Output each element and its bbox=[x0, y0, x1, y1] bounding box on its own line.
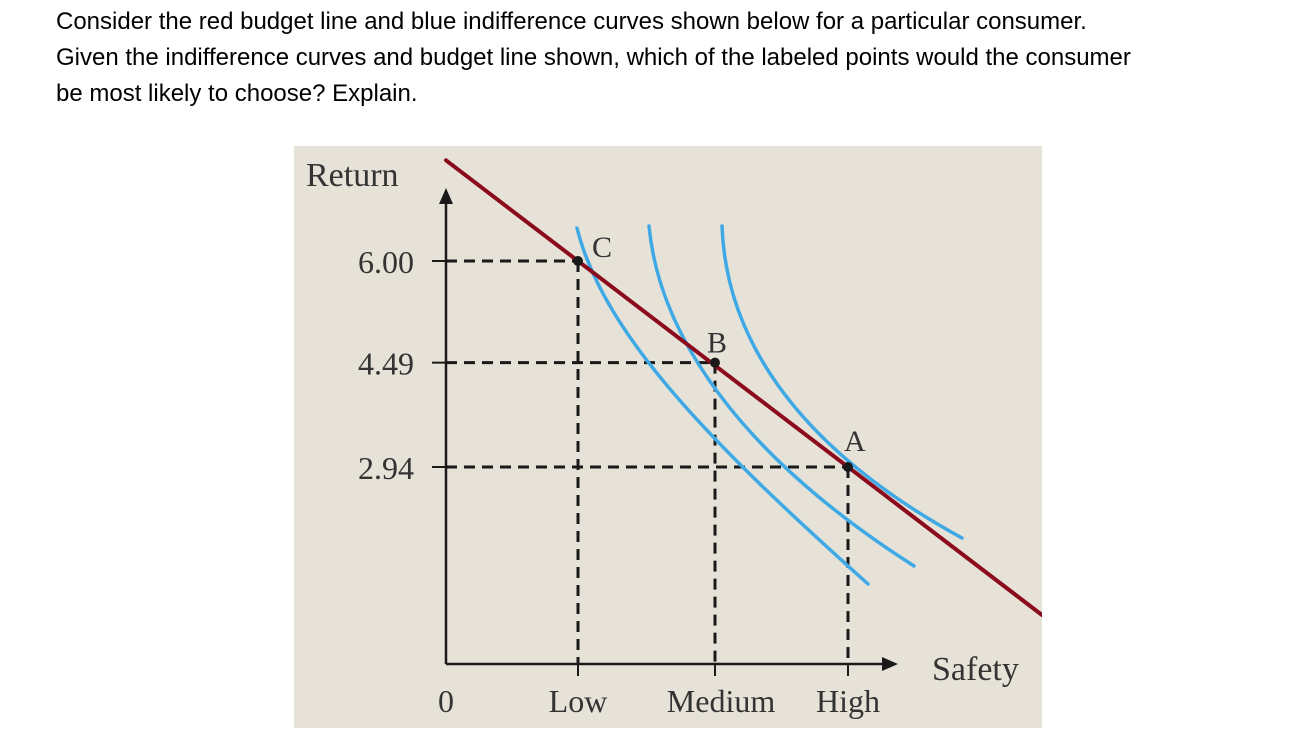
x-tick-label-0: 0 bbox=[438, 683, 454, 719]
y-tick-label-4-49: 4.49 bbox=[358, 346, 414, 382]
point-label-a: A bbox=[844, 425, 866, 458]
chart-svg: Return Safety 6.00 4.49 2.94 0 Low Mediu… bbox=[294, 146, 1042, 728]
point-c bbox=[573, 256, 583, 266]
question-line-1: Consider the red budget line and blue in… bbox=[56, 8, 1087, 35]
question-text: Consider the red budget line and blue in… bbox=[56, 4, 1271, 112]
y-axis-arrow bbox=[439, 188, 453, 204]
point-label-b: B bbox=[707, 327, 727, 360]
point-b bbox=[710, 357, 720, 368]
question-line-2: Given the indifference curves and budget… bbox=[56, 44, 1131, 71]
y-tick-label-6-00: 6.00 bbox=[358, 244, 414, 280]
tick-marks bbox=[432, 260, 849, 676]
x-tick-label-medium: Medium bbox=[667, 683, 776, 719]
point-a bbox=[843, 462, 853, 472]
x-tick-label-low: Low bbox=[549, 683, 608, 719]
point-label-c: C bbox=[592, 231, 612, 264]
chart-background bbox=[294, 146, 1042, 728]
indifference-curve-2 bbox=[647, 224, 916, 568]
budget-line bbox=[444, 158, 1042, 618]
chart-points bbox=[573, 256, 853, 472]
question-line-3: be most likely to choose? Explain. bbox=[56, 80, 418, 107]
chart-figure: Return Safety 6.00 4.49 2.94 0 Low Mediu… bbox=[294, 146, 1042, 728]
y-axis-label: Return bbox=[306, 157, 399, 194]
x-tick-label-high: High bbox=[816, 683, 880, 719]
x-axis-label: Safety bbox=[932, 651, 1019, 688]
y-tick-label-2-94: 2.94 bbox=[358, 450, 414, 486]
x-axis-arrow bbox=[882, 657, 898, 671]
guide-lines bbox=[446, 259, 850, 664]
indifference-curve-3 bbox=[720, 224, 964, 540]
